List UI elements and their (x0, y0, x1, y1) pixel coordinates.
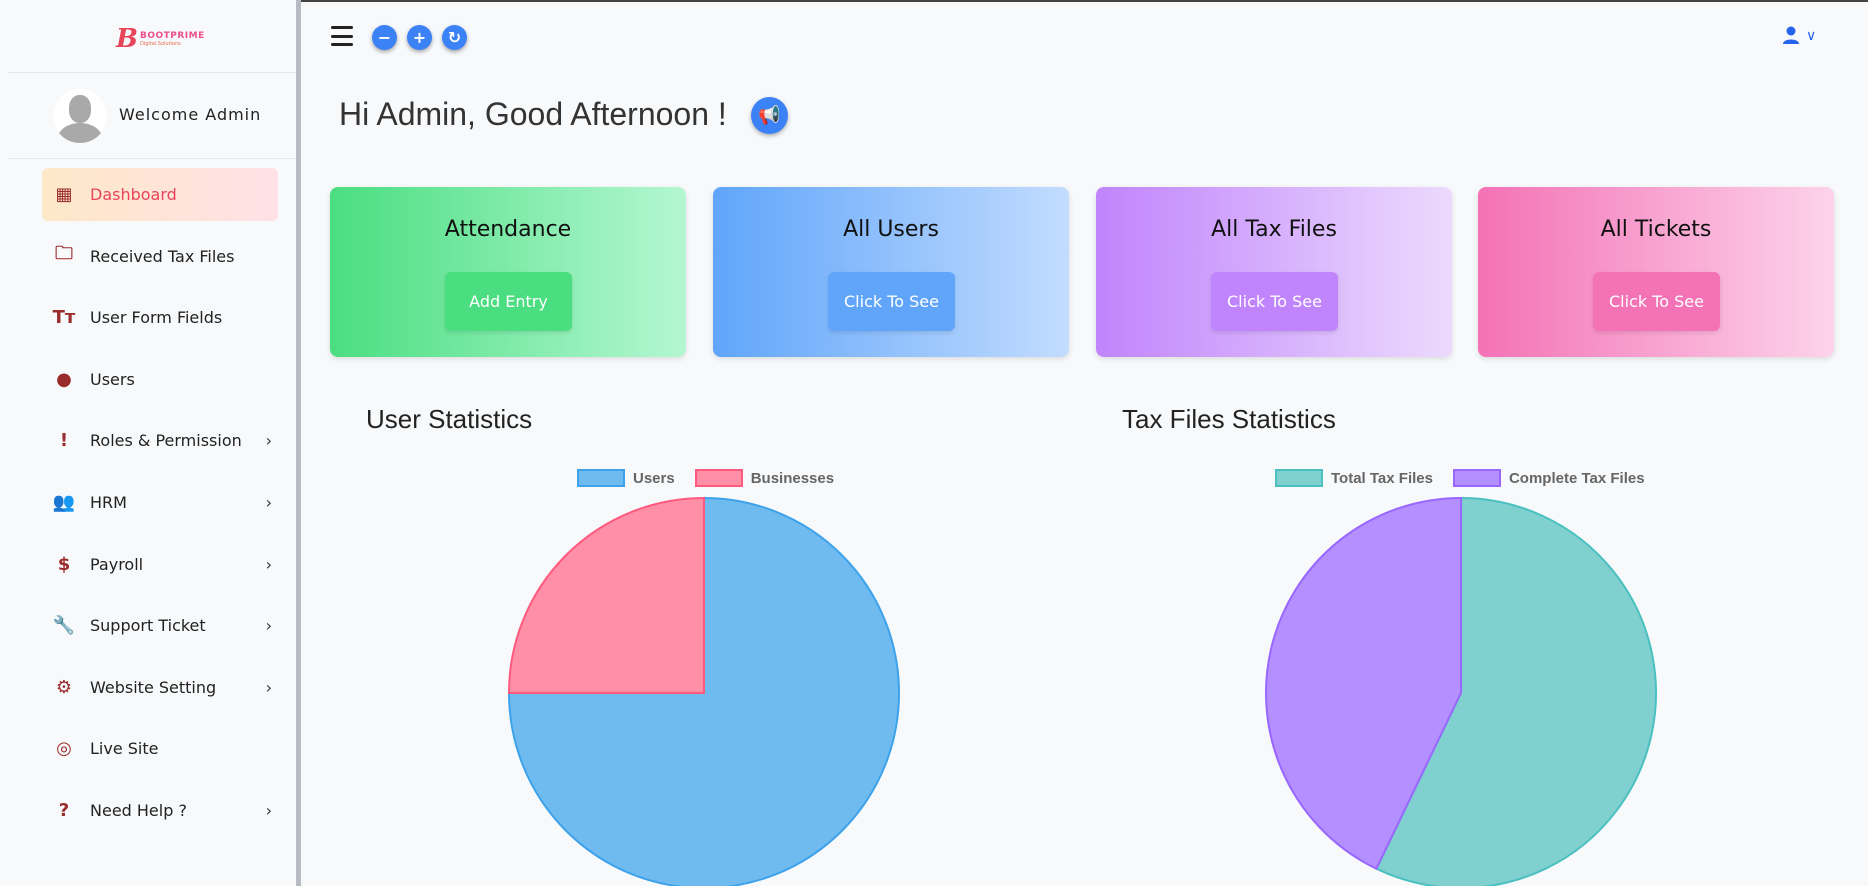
legend-label: Total Tax Files (1331, 469, 1433, 487)
sidebar-item-label: Website Setting (90, 677, 217, 697)
card-attendance: Attendance Add Entry (330, 187, 686, 357)
sidebar-item-label: User Form Fields (90, 308, 223, 328)
sidebar: B BOOTPRIME Digital Solutions Welcome Adm… (0, 0, 301, 886)
card-button[interactable]: Click To See (828, 272, 955, 331)
logo-mark: B (116, 24, 138, 54)
sidebar-item-received-tax-files[interactable]: 🗀 Received Tax Files (42, 230, 278, 283)
logo-brand: BOOTPRIME (139, 31, 205, 41)
sidebar-item-need-help[interactable]: ? Need Help ? › (42, 784, 278, 837)
sidebar-item-user-form-fields[interactable]: Tт User Form Fields (42, 291, 278, 344)
wrench-icon: 🔧 (52, 615, 76, 637)
sidebar-item-support-ticket[interactable]: 🔧 Support Ticket › (42, 599, 278, 652)
divider (8, 158, 296, 159)
legend-swatch (1275, 469, 1323, 487)
card-title: Attendance (444, 217, 572, 242)
legend-label: Businesses (750, 469, 835, 487)
sidebar-item-payroll[interactable]: $ Payroll › (42, 538, 278, 591)
pie-slice-total-tax-files[interactable] (1375, 496, 1657, 886)
user-icon[interactable] (1782, 26, 1800, 49)
card-all-tax-files: All Tax Files Click To See (1096, 187, 1452, 357)
help-icon: ? (58, 800, 70, 821)
chevron-right-icon: › (265, 677, 272, 697)
card-button[interactable]: Click To See (1593, 272, 1720, 331)
sidebar-item-label: Roles & Permission (90, 431, 242, 451)
sidebar-item-label: HRM (90, 493, 127, 512)
top-header: − + ↻ ∨ (306, 0, 1868, 75)
chevron-right-icon: › (265, 801, 272, 820)
legend-item[interactable]: Users (577, 469, 675, 487)
chevron-right-icon: › (265, 493, 272, 512)
folder-icon: 🗀 (55, 243, 73, 265)
window-top-border (0, 0, 1868, 2)
hamburger-menu-icon[interactable] (331, 26, 353, 46)
legend-swatch (694, 469, 743, 487)
sidebar-item-website-setting[interactable]: ⚙ Website Setting › (42, 661, 278, 714)
card-all-tickets: All Tickets Click To See (1478, 187, 1834, 357)
live-site-icon: ◎ (56, 738, 72, 760)
card-title: All Tickets (1600, 217, 1712, 242)
user-statistics-legend: Users Businesses (577, 469, 834, 487)
divider (8, 72, 296, 73)
users-icon: 👥 (52, 492, 76, 513)
card-title: All Users (843, 217, 939, 242)
logo[interactable]: B BOOTPRIME Digital Solutions (116, 24, 205, 54)
dashboard-icon: ▦ (55, 184, 73, 205)
pie-slice-users[interactable] (507, 496, 900, 886)
sidebar-item-label: Payroll (90, 554, 144, 574)
reset-button[interactable]: ↻ (442, 25, 467, 50)
card-all-users: All Users Click To See (713, 187, 1069, 357)
card-button[interactable]: Add Entry (445, 272, 572, 331)
legend-item[interactable]: Total Tax Files (1275, 469, 1433, 487)
welcome-text: Welcome Admin (119, 105, 262, 124)
zoom-out-button[interactable]: − (372, 25, 397, 50)
user-circle-icon: ● (56, 368, 72, 390)
chevron-right-icon: › (265, 616, 272, 636)
alert-icon: ! (59, 430, 69, 452)
gear-icon: ⚙ (55, 676, 73, 698)
legend-swatch (1452, 469, 1501, 487)
user-statistics-title: User Statistics (366, 404, 533, 434)
megaphone-icon[interactable]: 📢 (751, 97, 788, 134)
sidebar-item-label: Need Help ? (90, 801, 187, 820)
greeting-heading: Hi Admin, Good Afternoon ! (339, 96, 727, 132)
pie-slice-businesses[interactable] (507, 496, 705, 694)
sidebar-item-label: Support Ticket (90, 616, 206, 636)
logo-tagline: Digital Solutions (139, 41, 181, 47)
sidebar-item-dashboard[interactable]: ▦ Dashboard (42, 168, 278, 221)
legend-swatch (577, 469, 625, 487)
zoom-in-button[interactable]: + (407, 25, 432, 50)
legend-item[interactable]: Businesses (694, 469, 835, 487)
legend-label: Users (633, 469, 675, 487)
text-icon: Tт (52, 307, 76, 329)
user-menu-chevron-icon[interactable]: ∨ (1806, 28, 1817, 44)
pie-slice-complete-tax-files[interactable] (1265, 496, 1462, 871)
sidebar-item-label: Live Site (90, 739, 159, 759)
dollar-icon: $ (57, 553, 71, 575)
tax-files-legend: Total Tax Files Complete Tax Files (1275, 469, 1645, 487)
sidebar-item-roles-permission[interactable]: ! Roles & Permission › (42, 414, 278, 467)
legend-label: Complete Tax Files (1508, 469, 1645, 487)
sidebar-item-hrm[interactable]: 👥 HRM › (42, 476, 278, 529)
card-title: All Tax Files (1211, 217, 1337, 242)
avatar (53, 89, 107, 143)
card-button[interactable]: Click To See (1211, 272, 1338, 331)
chevron-right-icon: › (265, 554, 272, 574)
sidebar-item-label: Received Tax Files (90, 246, 235, 266)
sidebar-item-users[interactable]: ● Users (42, 353, 278, 406)
sidebar-item-label: Dashboard (90, 185, 177, 204)
chevron-right-icon: › (265, 431, 272, 451)
sidebar-item-label: Users (90, 369, 135, 389)
sidebar-item-live-site[interactable]: ◎ Live Site (42, 722, 278, 775)
tax-files-statistics-title: Tax Files Statistics (1122, 404, 1336, 434)
legend-item[interactable]: Complete Tax Files (1452, 469, 1645, 487)
